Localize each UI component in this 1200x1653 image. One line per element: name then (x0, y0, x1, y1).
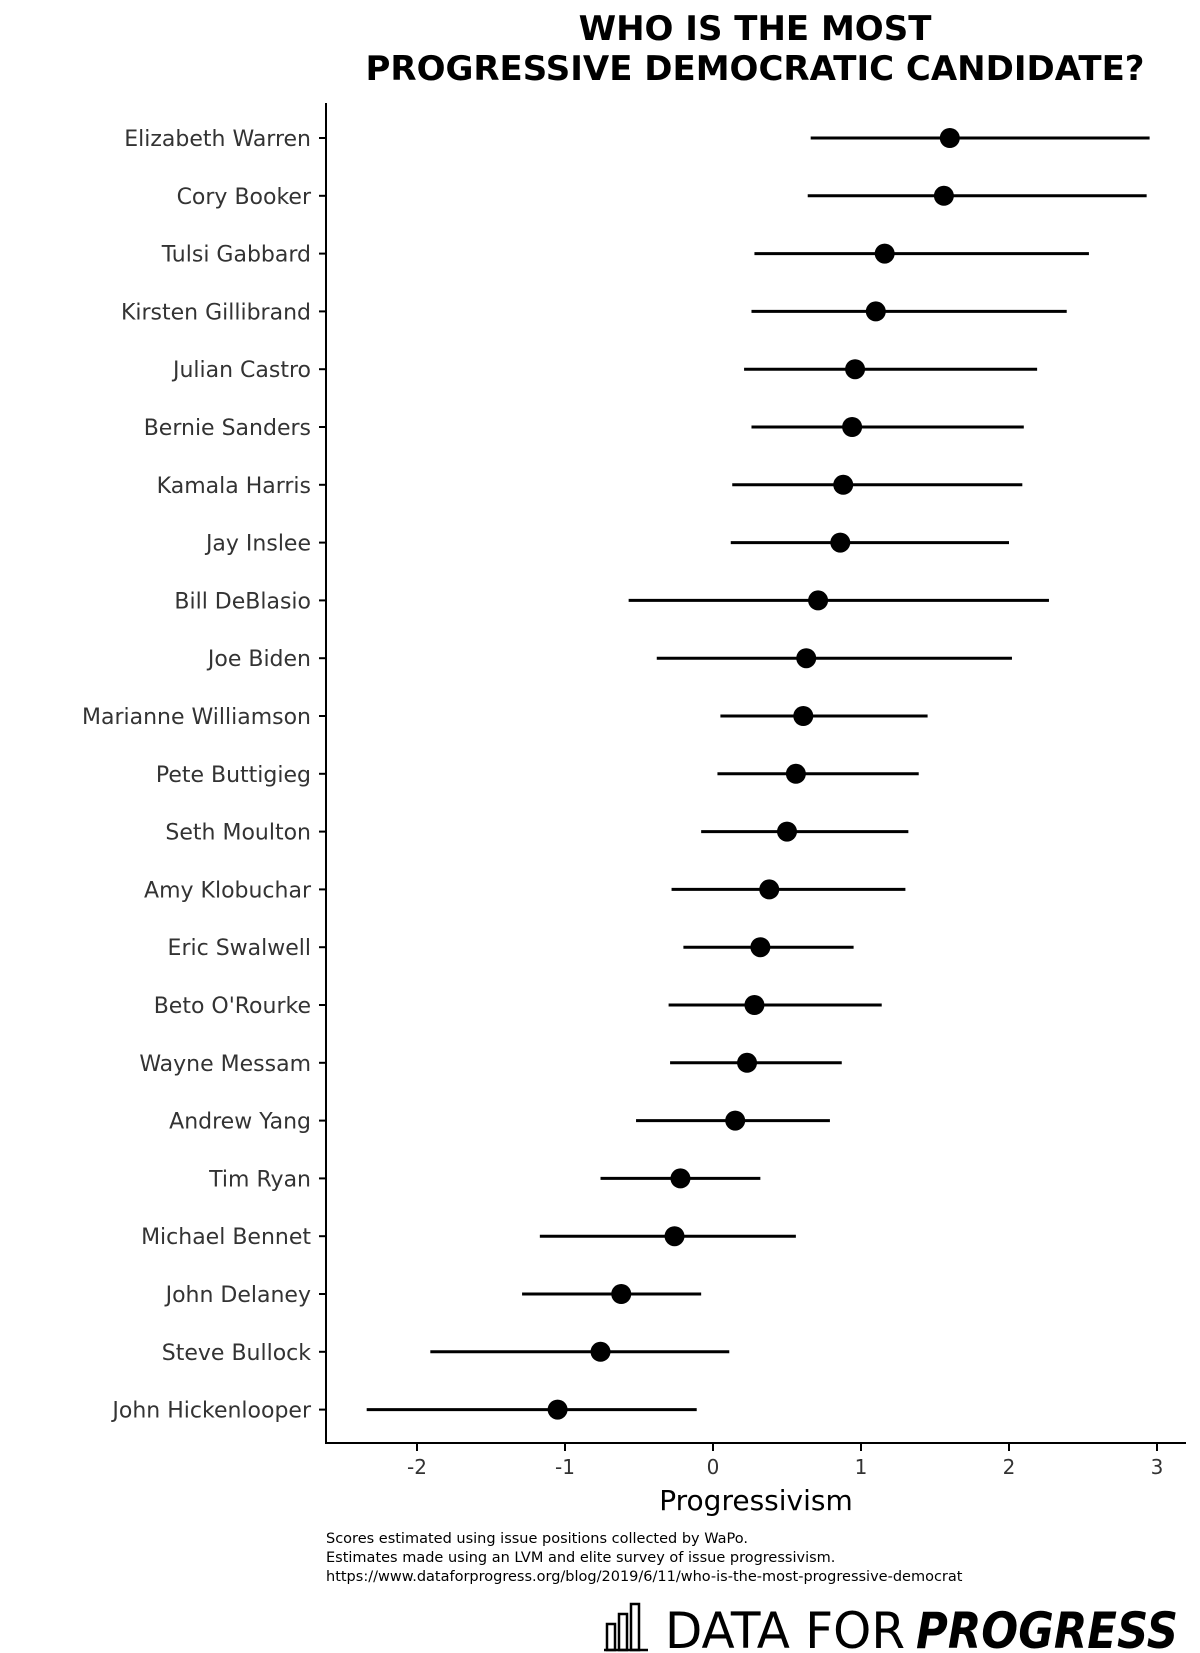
estimate-point (611, 1284, 632, 1304)
y-ticks (319, 137, 326, 1411)
x-tick-label: 3 (1151, 1455, 1164, 1479)
points (547, 128, 960, 1420)
candidate-label: Joe Biden (206, 647, 311, 672)
brand-text-data-for: DATA FOR (665, 1602, 905, 1653)
candidate-label: Michael Bennet (141, 1225, 311, 1250)
candidate-label: Kamala Harris (157, 474, 311, 499)
source-note-1: Scores estimated using issue positions c… (326, 1531, 748, 1547)
estimate-point (833, 474, 854, 495)
estimate-point (793, 706, 814, 726)
estimate-point (670, 1168, 691, 1189)
chart-title-line-1: WHO IS THE MOST (579, 9, 933, 49)
estimate-point (744, 995, 765, 1015)
candidate-label: Kirsten Gillibrand (121, 300, 311, 325)
bar-chart-icon (604, 1602, 648, 1652)
estimate-point (933, 185, 954, 206)
estimate-point (759, 879, 780, 900)
candidate-label: John Hickenlooper (110, 1399, 312, 1424)
estimate-point (737, 1052, 758, 1073)
estimate-point (547, 1399, 568, 1420)
estimate-point (808, 590, 829, 611)
candidate-label: Tim Ryan (208, 1167, 311, 1192)
candidate-label: Steve Bullock (162, 1341, 311, 1366)
estimate-point (777, 821, 797, 842)
x-tick-label: -1 (555, 1455, 575, 1479)
x-tick-label: 0 (707, 1455, 720, 1479)
x-axis-title: Progressivism (659, 1484, 852, 1517)
estimate-point (664, 1226, 685, 1247)
candidate-label: Bill DeBlasio (174, 589, 311, 614)
estimate-point (750, 937, 771, 958)
error-bars (366, 136, 1150, 1412)
candidate-label: Wayne Messam (139, 1052, 311, 1077)
x-ticks: -2 -1 0 1 2 3 (407, 1444, 1163, 1479)
estimate-point (845, 359, 866, 380)
estimate-point (725, 1110, 746, 1131)
candidate-label: Amy Klobuchar (144, 878, 312, 903)
candidate-label: Andrew Yang (169, 1110, 311, 1135)
candidate-label: Cory Booker (177, 185, 312, 210)
candidate-label: Jay Inslee (204, 532, 311, 557)
candidate-label: Pete Buttigieg (156, 763, 311, 788)
estimate-point (796, 648, 817, 669)
estimate-point (842, 417, 863, 437)
candidate-label: Bernie Sanders (144, 416, 311, 441)
x-tick-label: -2 (407, 1455, 427, 1479)
estimate-point (830, 532, 851, 553)
candidate-label: Elizabeth Warren (124, 127, 311, 152)
x-tick-label: 1 (855, 1455, 868, 1479)
estimate-point (785, 763, 806, 784)
candidate-label: John Delaney (164, 1283, 311, 1308)
source-note-3: https://www.dataforprogress.org/blog/201… (326, 1569, 963, 1585)
estimate-point (939, 128, 960, 148)
candidate-label: Julian Castro (171, 358, 311, 383)
estimate-point (865, 301, 886, 322)
candidate-label: Eric Swalwell (168, 936, 311, 961)
estimate-point (590, 1341, 611, 1362)
candidate-labels: Elizabeth Warren Cory Booker Tulsi Gabbard… (82, 127, 312, 1424)
source-note-2: Estimates made using an LVM and elite su… (326, 1550, 835, 1566)
candidate-label: Beto O'Rourke (154, 994, 311, 1019)
brand-text-progress: PROGRESS (916, 1602, 1178, 1653)
chart-title-line-2: PROGRESSIVE DEMOCRATIC CANDIDATE? (365, 49, 1144, 89)
candidate-label: Seth Moulton (165, 821, 311, 846)
candidate-label: Marianne Williamson (82, 705, 311, 730)
x-tick-label: 2 (1003, 1455, 1016, 1479)
candidate-label: Tulsi Gabbard (161, 243, 311, 268)
estimate-point (874, 243, 895, 264)
